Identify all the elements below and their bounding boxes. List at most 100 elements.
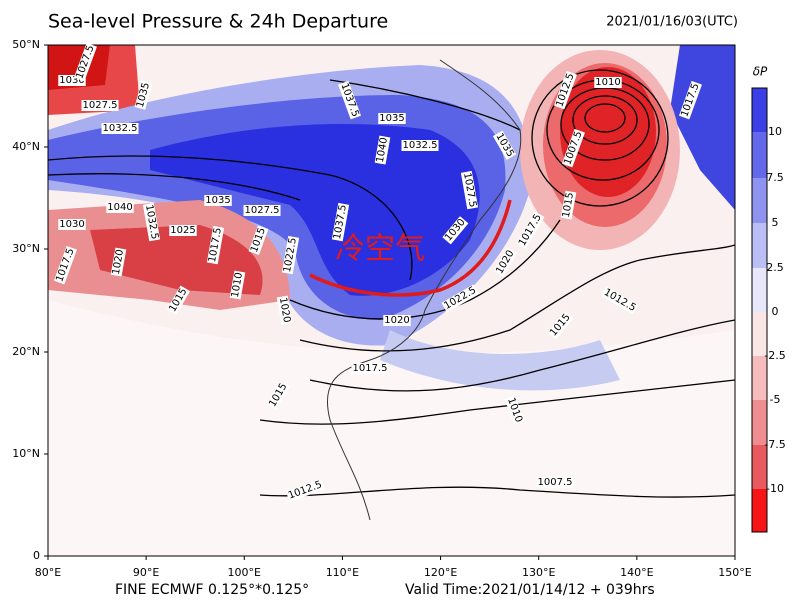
contour-label: 1020 (384, 315, 409, 326)
contour-label-bg (594, 77, 622, 88)
contour-label-bg (374, 135, 391, 165)
lon-label: 150°E (718, 566, 751, 579)
colorbar-label: -10 (766, 482, 784, 495)
footer-model: FINE ECMWF 0.125°*0.125° (115, 582, 309, 598)
contour-label: 1035 (379, 113, 404, 124)
contour-label-bg (101, 123, 139, 134)
contour-label-bg (73, 42, 97, 82)
lon-label: 140°E (620, 566, 653, 579)
contour-label-bg (166, 285, 191, 315)
contour-label-bg (53, 245, 77, 285)
colorbar-label: 2.5 (766, 261, 784, 274)
contour-label-bg (442, 216, 469, 245)
colorbar-label: 5 (772, 216, 779, 229)
lon-label: 100°E (228, 566, 261, 579)
contour-label-bg (460, 170, 479, 210)
contour-label-bg (561, 128, 585, 168)
colorbar-label: 0 (772, 305, 779, 318)
contour-label-bg (110, 247, 127, 277)
colorbar-segment (752, 268, 767, 312)
colorbar-segment (752, 178, 767, 223)
colorbar-label: -7.5 (764, 438, 785, 451)
contour-label: 1010 (595, 77, 620, 88)
contour-label-bg (169, 225, 197, 236)
contour-label-bg (383, 315, 411, 326)
contour-label: 1030 (59, 219, 84, 230)
colorbar-title: δP (753, 65, 768, 79)
lat-label: 0 (33, 549, 40, 562)
contour-label: 1025 (170, 225, 195, 236)
lat-label: 50°N (12, 38, 40, 51)
contour-label-bg (560, 190, 577, 220)
annotation: 冷空气 (335, 232, 425, 267)
contour-label-bg (58, 219, 86, 230)
time-stamp: 2021/01/16/03(UTC) (606, 15, 738, 30)
contour-label-bg (516, 211, 545, 250)
map-field (48, 45, 735, 556)
contour-label-bg (248, 225, 269, 255)
colorbar-frame (751, 87, 768, 533)
lon-label: 130°E (522, 566, 555, 579)
contour-label: 1027.5 (83, 100, 118, 111)
colorbar-segment (752, 445, 767, 489)
lat-label: 40°N (12, 140, 40, 153)
lon-label: 110°E (326, 566, 359, 579)
map-frame (47, 44, 736, 557)
contour-label-bg (58, 75, 86, 86)
contour-label-bg (351, 363, 389, 374)
contour-label-bg (493, 247, 518, 277)
contour-label: 1007.5 (538, 477, 573, 488)
contour-label-bg (678, 80, 702, 120)
contour-label: 1010 (230, 272, 245, 299)
contour-label: 1040 (107, 202, 132, 213)
contour-label-bg (600, 286, 639, 315)
contour-label-bg (81, 100, 119, 111)
contour-label-bg (142, 202, 161, 242)
contour-label-bg (106, 202, 134, 213)
colorbar-label: 10 (768, 125, 782, 138)
colorbar-segment (752, 356, 767, 400)
contour-label-bg (276, 295, 293, 325)
contour-label-bg (547, 311, 574, 340)
contour-label-bg (504, 395, 525, 425)
colorbar-segment (752, 489, 767, 532)
colorbar-label: 7.5 (766, 171, 784, 184)
contour-label-bg (134, 80, 153, 110)
colorbar-segment (752, 312, 767, 356)
lat-label: 30°N (12, 242, 40, 255)
colorbar-segment (752, 132, 767, 178)
contour-label-bg (206, 225, 225, 265)
contour-label: 1015 (561, 192, 576, 219)
lon-label: 80°E (35, 566, 61, 579)
contour-label-bg (401, 140, 439, 151)
contour-label-bg (331, 202, 350, 242)
colorbar-label: -2.5 (764, 349, 785, 362)
contour-label: 1027.5 (245, 205, 280, 216)
contour-label: 1020 (111, 249, 126, 276)
contour-label: 1032.5 (103, 123, 138, 134)
lon-label: 90°E (133, 566, 159, 579)
contour-label-bg (441, 284, 480, 313)
contour-label-bg (492, 130, 517, 160)
contour-label: 1035 (205, 195, 230, 206)
contour-label-bg (243, 205, 281, 216)
contour-label-bg (204, 195, 232, 206)
contour-label-bg (266, 380, 291, 410)
colorbar-segment (752, 400, 767, 445)
colorbar-segment (752, 223, 767, 268)
footer-valid: Valid Time:2021/01/14/12 + 039hrs (405, 582, 655, 598)
contour-label-bg (536, 477, 574, 488)
lon-label: 120°E (424, 566, 457, 579)
contour-label-bg (229, 270, 246, 300)
title: Sea-level Pressure & 24h Departure (48, 11, 388, 33)
contour-label: 1040 (375, 137, 390, 164)
contour-label: 1017.5 (353, 363, 388, 374)
contour-label-bg (553, 70, 577, 110)
contour-label-bg (285, 478, 325, 502)
contour-label: 1020 (277, 297, 292, 324)
colorbar-label: -5 (770, 393, 781, 406)
contour-label-bg (338, 80, 362, 120)
contour-label: 1030 (59, 75, 84, 86)
lat-label: 20°N (12, 345, 40, 358)
